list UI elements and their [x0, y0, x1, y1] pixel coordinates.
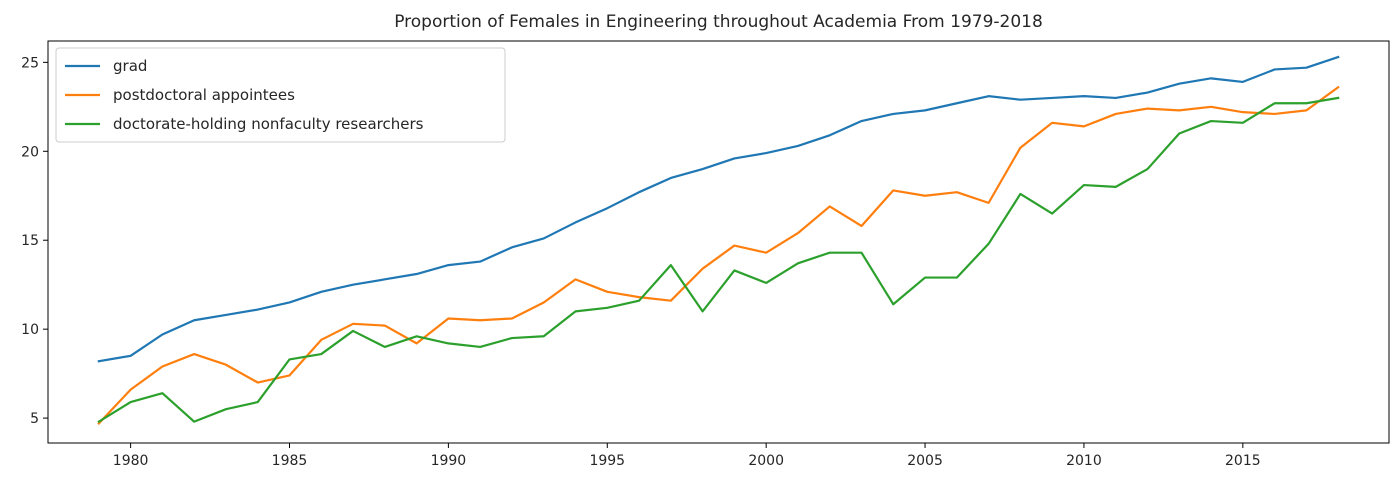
- y-tick-label-4: 25: [21, 55, 39, 71]
- plot-area: [97, 55, 1340, 425]
- legend-label-2: doctorate-holding nonfaculty researchers: [113, 115, 424, 133]
- legend-label-1: postdoctoral appointees: [113, 86, 295, 104]
- y-tick-label-2: 15: [21, 233, 39, 249]
- x-tick-label-2: 1990: [431, 453, 467, 469]
- axes-frame: [47, 40, 1390, 444]
- axes: 1980 1985 1990 1995 2000 2005 2010 2015 5 10 15 20 2…: [21, 40, 1390, 469]
- x-tick-label-7: 2015: [1225, 453, 1261, 469]
- legend-label-0: grad: [113, 57, 147, 75]
- legend: grad postdoctoral appointees doctorate-hol…: [55, 47, 506, 143]
- chart-title: Proportion of Females in Engineering thr…: [394, 12, 1043, 32]
- y-tick-label-0: 5: [30, 411, 39, 427]
- y-tick-label-1: 10: [21, 322, 39, 338]
- x-tick-label-0: 1980: [113, 453, 149, 469]
- x-tick-label-5: 2005: [907, 453, 943, 469]
- series-line-0: [97, 55, 1340, 363]
- x-tick-label-4: 2000: [748, 453, 784, 469]
- legend-box: [55, 47, 506, 143]
- series-line-2: [97, 96, 1340, 424]
- x-tick-label-1: 1985: [272, 453, 308, 469]
- x-tick-label-6: 2010: [1066, 453, 1102, 469]
- x-tick-label-3: 1995: [589, 453, 625, 469]
- y-tick-label-3: 20: [21, 144, 39, 160]
